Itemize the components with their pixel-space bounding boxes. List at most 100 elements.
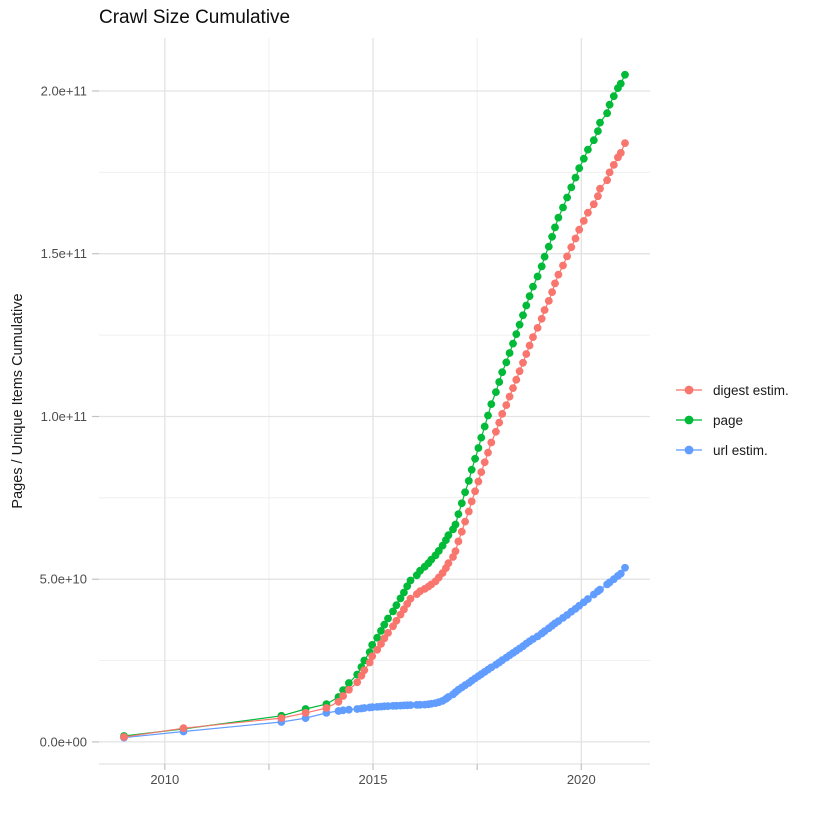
data-point bbox=[548, 232, 556, 241]
data-point bbox=[334, 697, 343, 706]
data-point bbox=[396, 594, 405, 603]
data-point bbox=[373, 645, 382, 654]
data-point bbox=[505, 349, 514, 357]
data-point bbox=[480, 422, 489, 431]
data-point bbox=[444, 531, 453, 540]
data-point bbox=[301, 709, 310, 717]
data-point bbox=[467, 465, 476, 474]
data-point bbox=[454, 537, 463, 546]
data-point bbox=[522, 350, 531, 358]
chart-title: Crawl Size Cumulative bbox=[99, 7, 291, 28]
data-point bbox=[533, 272, 542, 281]
data-point bbox=[605, 100, 614, 109]
data-point bbox=[579, 154, 588, 163]
legend-item-digest-estim: digest estim. bbox=[674, 381, 789, 399]
data-point bbox=[373, 633, 382, 642]
data-point bbox=[594, 127, 602, 135]
data-point bbox=[505, 392, 514, 401]
data-point bbox=[571, 234, 580, 243]
data-point bbox=[392, 601, 401, 610]
data-point bbox=[477, 433, 486, 442]
data-point bbox=[529, 333, 537, 341]
data-point bbox=[384, 629, 392, 637]
data-point bbox=[461, 488, 469, 497]
data-point bbox=[589, 200, 598, 209]
data-point bbox=[487, 438, 496, 447]
y-tick-label: 5.0e+10 bbox=[40, 572, 87, 587]
data-point bbox=[584, 595, 592, 603]
data-point bbox=[464, 477, 473, 485]
data-point bbox=[596, 585, 604, 594]
data-point bbox=[467, 497, 476, 506]
legend-key-digest-estim bbox=[676, 385, 702, 395]
data-point bbox=[554, 213, 563, 222]
data-point bbox=[567, 183, 576, 192]
data-point bbox=[454, 510, 463, 518]
data-point bbox=[575, 225, 584, 234]
data-point bbox=[616, 149, 625, 157]
y-tick-label: 1.5e+11 bbox=[41, 246, 87, 261]
data-point bbox=[360, 666, 369, 675]
data-point bbox=[474, 444, 483, 452]
data-point bbox=[392, 616, 401, 625]
data-point bbox=[451, 520, 460, 529]
data-point bbox=[406, 594, 415, 603]
data-point bbox=[495, 418, 504, 427]
data-point bbox=[380, 620, 389, 629]
data-point bbox=[495, 378, 504, 386]
data-point bbox=[559, 203, 567, 212]
data-point bbox=[502, 358, 511, 367]
data-point bbox=[559, 261, 567, 270]
data-point bbox=[406, 701, 415, 709]
data-point bbox=[594, 192, 602, 201]
data-point bbox=[457, 527, 466, 536]
data-point bbox=[522, 301, 531, 310]
data-point bbox=[609, 92, 618, 101]
data-point bbox=[464, 507, 473, 516]
data-point bbox=[368, 652, 377, 661]
data-point bbox=[339, 686, 347, 694]
data-point bbox=[609, 161, 618, 169]
data-point bbox=[544, 242, 553, 251]
data-point bbox=[322, 704, 331, 712]
data-point bbox=[474, 477, 483, 486]
data-point bbox=[621, 70, 629, 79]
data-point bbox=[380, 634, 389, 643]
data-point bbox=[498, 368, 507, 377]
data-point bbox=[502, 401, 511, 409]
data-point bbox=[567, 243, 576, 252]
data-point bbox=[368, 641, 377, 649]
data-point bbox=[480, 458, 489, 467]
data-point bbox=[451, 547, 460, 556]
legend-item-page: page bbox=[674, 411, 789, 429]
data-point bbox=[484, 411, 492, 420]
data-point bbox=[179, 724, 188, 733]
data-point bbox=[525, 292, 534, 300]
series-digest-estim bbox=[120, 139, 629, 741]
axis-labels: 2010 2015 2020 0.0e+00 5.0e+10 1.0e+11 1.5e+11… bbox=[40, 84, 596, 788]
data-point bbox=[579, 217, 588, 225]
data-point bbox=[621, 563, 629, 572]
data-point bbox=[551, 223, 559, 232]
data-point bbox=[515, 367, 524, 376]
data-point bbox=[406, 576, 415, 585]
data-point bbox=[498, 410, 507, 418]
data-point bbox=[544, 297, 553, 305]
series-page bbox=[120, 70, 629, 740]
data-point bbox=[444, 559, 453, 568]
legend-key-point bbox=[684, 385, 694, 395]
data-point bbox=[471, 487, 479, 496]
data-point bbox=[487, 400, 496, 408]
data-point bbox=[575, 164, 584, 173]
x-tick-label: 2020 bbox=[567, 772, 596, 787]
data-point bbox=[596, 184, 604, 193]
legend-item-url-estim: url estim. bbox=[674, 441, 789, 459]
data-point bbox=[551, 279, 559, 288]
data-point bbox=[533, 324, 542, 332]
data-point bbox=[512, 330, 521, 338]
legend-key-url-estim bbox=[676, 445, 702, 455]
data-point bbox=[519, 358, 527, 367]
data-point bbox=[339, 706, 347, 715]
data-point bbox=[616, 569, 625, 578]
